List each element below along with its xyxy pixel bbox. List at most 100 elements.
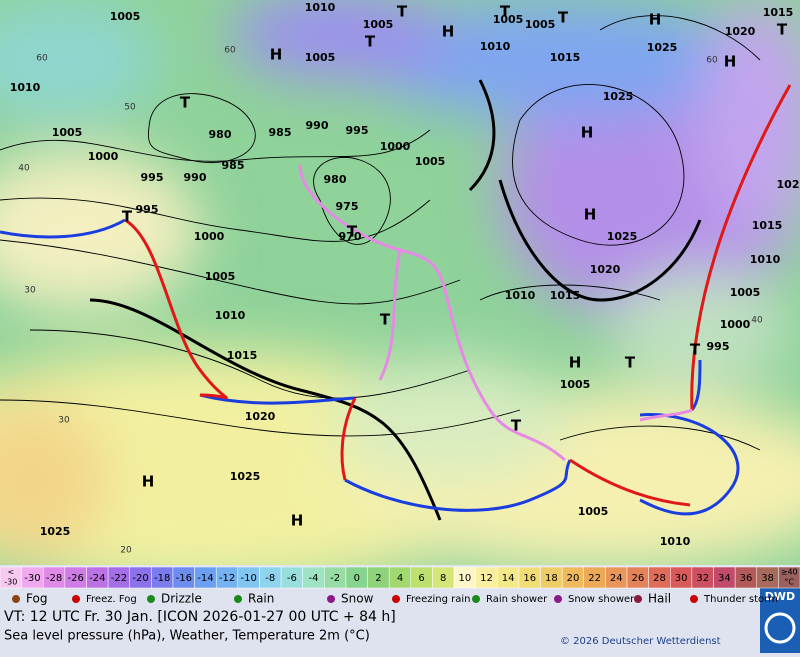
color-label: °C bbox=[784, 578, 794, 587]
pressure-center: T bbox=[777, 21, 788, 39]
symbol-label: Fog bbox=[26, 592, 47, 606]
isobar-label: 1000 bbox=[720, 318, 751, 331]
isobar-label: 1025 bbox=[647, 41, 678, 54]
color-label: -8 bbox=[265, 573, 275, 584]
symbol-label: Thunder storm bbox=[703, 594, 778, 605]
isobar-label: 1015 bbox=[550, 51, 581, 64]
color-label: 34 bbox=[718, 573, 731, 584]
temperature-label: 60 bbox=[706, 56, 718, 66]
color-label: -14 bbox=[197, 573, 213, 584]
temperature-label: 60 bbox=[36, 54, 48, 64]
isobar-label: 990 bbox=[184, 171, 207, 184]
symbol-icon bbox=[392, 595, 400, 603]
color-label: -6 bbox=[287, 573, 297, 584]
symbol-icon bbox=[554, 595, 562, 603]
symbol-icon bbox=[472, 595, 480, 603]
pressure-center: T bbox=[347, 223, 358, 241]
pressure-center: T bbox=[397, 3, 408, 21]
temperature-label: 60 bbox=[224, 46, 236, 56]
isobar-label: 1005 bbox=[205, 270, 236, 283]
valid-time: VT: 12 UTC Fr. 30 Jan. [ICON 2026-01-27 … bbox=[4, 609, 396, 625]
color-label: 20 bbox=[567, 573, 580, 584]
color-label: -30 bbox=[24, 573, 40, 584]
isobar-label: 970 bbox=[339, 230, 362, 243]
isobar-label: 1005 bbox=[305, 51, 336, 64]
isobar-label: 1020 bbox=[725, 25, 756, 38]
color-label: -30 bbox=[4, 578, 17, 587]
color-label: 6 bbox=[418, 573, 424, 584]
color-label: 30 bbox=[675, 573, 688, 584]
isobar-label: 1005 bbox=[363, 18, 394, 31]
color-label: -12 bbox=[219, 573, 235, 584]
symbol-icon bbox=[234, 595, 242, 603]
symbol-icon bbox=[72, 595, 80, 603]
symbol-icon bbox=[690, 595, 698, 603]
color-label: 22 bbox=[588, 573, 601, 584]
pressure-center: T bbox=[511, 417, 522, 435]
legend: VT: 12 UTC Fr. 30 Jan. [ICON 2026-01-27 … bbox=[0, 565, 800, 653]
temperature-label: 30 bbox=[58, 416, 70, 426]
symbol-icon bbox=[147, 595, 155, 603]
isobar-label: 1015 bbox=[763, 6, 794, 19]
isobar-label: 985 bbox=[269, 126, 292, 139]
logo: DWD bbox=[765, 590, 795, 603]
color-label: 4 bbox=[397, 573, 403, 584]
isobar-label: 1005 bbox=[730, 286, 761, 299]
isobar-label: 975 bbox=[336, 200, 359, 213]
isobar-label: 1005 bbox=[560, 378, 591, 391]
isobar-label: 995 bbox=[346, 124, 369, 137]
isobar-label: 1015 bbox=[550, 289, 581, 302]
color-label: 28 bbox=[653, 573, 666, 584]
isobar-label: 1000 bbox=[380, 140, 411, 153]
pressure-center: T bbox=[558, 9, 569, 27]
pressure-center: T bbox=[122, 208, 133, 226]
isobar-label: 1010 bbox=[305, 1, 336, 14]
color-label: 26 bbox=[631, 573, 644, 584]
pressure-center: H bbox=[569, 354, 582, 372]
isobar-label: 1025 bbox=[603, 90, 634, 103]
isobar-label: 102 bbox=[777, 178, 800, 191]
pressure-center: T bbox=[625, 354, 636, 372]
isobar-label: 1025 bbox=[40, 525, 71, 538]
isobar-label: 1005 bbox=[110, 10, 141, 23]
color-label: < bbox=[7, 568, 14, 577]
temperature-label: 50 bbox=[124, 103, 136, 113]
symbol-label: Hail bbox=[648, 592, 671, 606]
color-label: 0 bbox=[354, 573, 360, 584]
isobar-label: 1005 bbox=[493, 13, 524, 26]
color-label: 36 bbox=[740, 573, 753, 584]
pressure-center: T bbox=[380, 311, 391, 329]
pressure-center: H bbox=[270, 46, 283, 64]
color-label: 24 bbox=[610, 573, 623, 584]
isobar-label: 1015 bbox=[227, 349, 258, 362]
description: Sea level pressure (hPa), Weather, Tempe… bbox=[4, 629, 370, 644]
isobar-label: 1020 bbox=[590, 263, 621, 276]
isobar-label: 1010 bbox=[10, 81, 41, 94]
pressure-center: H bbox=[291, 512, 304, 530]
color-label: -18 bbox=[154, 573, 170, 584]
isobar-label: 1010 bbox=[480, 40, 511, 53]
color-label: ≥40 bbox=[781, 568, 798, 577]
color-label: 10 bbox=[458, 573, 471, 584]
color-label: -22 bbox=[111, 573, 127, 584]
isobar-label: 1015 bbox=[752, 219, 783, 232]
isobar-label: 990 bbox=[306, 119, 329, 132]
pressure-center: H bbox=[724, 53, 737, 71]
symbol-icon bbox=[634, 595, 642, 603]
pressure-center: H bbox=[581, 124, 594, 142]
color-label: 38 bbox=[761, 573, 774, 584]
isobar-label: 1020 bbox=[245, 410, 276, 423]
pressure-center: H bbox=[142, 473, 155, 491]
symbol-icon bbox=[327, 595, 335, 603]
pressure-center: T bbox=[500, 3, 511, 21]
isobar-label: 1025 bbox=[230, 470, 261, 483]
isobar-label: 995 bbox=[141, 171, 164, 184]
isobar-label: 985 bbox=[222, 159, 245, 172]
map: 1005 1010 1005 1005 1005 1010 1005 1015 1025 1020… bbox=[0, 0, 800, 565]
isobar-label: 1000 bbox=[88, 150, 119, 163]
color-label: -28 bbox=[46, 573, 62, 584]
pressure-center: H bbox=[649, 11, 662, 29]
color-label: -4 bbox=[309, 573, 319, 584]
symbol-label: Freez. Fog bbox=[86, 594, 137, 605]
